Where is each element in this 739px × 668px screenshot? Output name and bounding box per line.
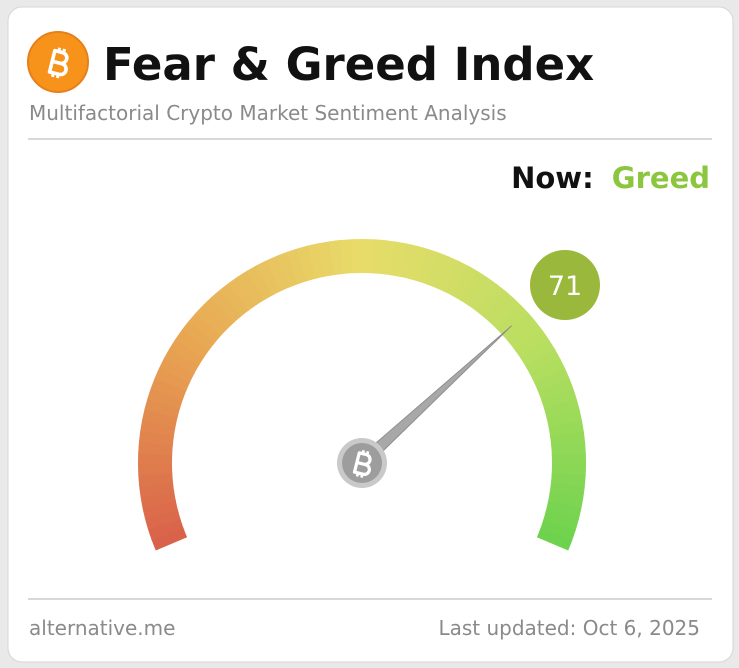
arc-segment — [536, 528, 573, 551]
arc-segment — [426, 252, 450, 289]
arc-segment — [159, 356, 195, 383]
arc-segment — [371, 239, 386, 275]
arc-segment — [380, 240, 397, 276]
gauge-arc — [137, 239, 586, 551]
arc-segment — [515, 330, 550, 360]
arc-segment — [467, 277, 498, 312]
arc-segment — [138, 440, 173, 456]
value-label: 71 — [548, 271, 582, 302]
arc-segment — [520, 339, 556, 368]
arc-segment — [296, 245, 318, 282]
arc-segment — [550, 431, 586, 448]
arc-segment — [547, 492, 584, 511]
arc-segment — [188, 311, 222, 344]
arc-segment — [459, 271, 489, 307]
arc-segment — [548, 420, 585, 438]
arc-segment — [147, 387, 184, 409]
arc-segment — [546, 409, 583, 429]
arc-segment — [163, 347, 200, 375]
arc-segment — [139, 481, 175, 498]
arc-segment — [169, 337, 205, 367]
arc-segment — [142, 500, 179, 520]
arc-segment — [307, 243, 327, 279]
arc-segment — [408, 245, 429, 282]
logo — [27, 31, 89, 93]
status-line: Now: Greed — [511, 161, 710, 195]
updated: Last updated: Oct 6, 2025 — [438, 616, 700, 640]
arc-segment — [328, 239, 345, 276]
arc-segment — [154, 366, 191, 392]
arc-segment — [443, 260, 470, 297]
arc-segment — [211, 289, 243, 323]
arc-segment — [417, 248, 440, 285]
arc-segment — [551, 442, 586, 457]
arc-segment — [434, 256, 460, 293]
arc-segment — [150, 376, 187, 401]
arc-segment — [286, 248, 309, 285]
arc-segment — [195, 303, 229, 337]
arc-segment — [549, 482, 585, 500]
source: alternative.me — [29, 616, 175, 640]
status-label: Now: — [511, 161, 594, 195]
arc-segment — [142, 408, 178, 428]
arc-segment — [525, 348, 561, 376]
arc-segment — [219, 282, 250, 317]
arc-segment — [541, 388, 578, 411]
arc-segment — [265, 255, 291, 292]
arc-segment — [489, 297, 523, 331]
arc-segment — [151, 527, 188, 551]
arc-segment — [275, 251, 300, 288]
title: Fear & Greed Index — [103, 38, 594, 91]
arc-segment — [203, 296, 236, 330]
arc-segment — [228, 276, 258, 311]
arc-segment — [175, 328, 210, 359]
arc-segment — [389, 241, 408, 277]
arc-segment — [542, 510, 579, 532]
arc-segment — [503, 313, 537, 345]
arc-segment — [339, 239, 355, 274]
arc-segment — [482, 290, 515, 324]
arc-segment — [539, 519, 576, 542]
arc-segment — [475, 283, 506, 318]
arc-segment — [399, 243, 419, 280]
arc-segment — [138, 472, 174, 487]
arc-segment — [237, 270, 266, 306]
status: Greed — [612, 161, 710, 195]
arc-segment — [550, 473, 586, 489]
arc-segment — [451, 265, 480, 302]
arc-segment — [529, 358, 566, 385]
arc-segment — [144, 509, 181, 530]
arc-segment — [246, 264, 274, 301]
arc-segment — [140, 490, 176, 509]
value-bubble — [530, 250, 600, 320]
arc-segment — [544, 399, 580, 420]
gauge: 71 — [137, 239, 600, 551]
subtitle: Multifactorial Crypto Market Sentiment A… — [29, 101, 507, 125]
arc-segment — [140, 419, 176, 437]
arc-segment — [147, 518, 184, 541]
arc-segment — [537, 378, 574, 402]
arc-segment — [181, 320, 216, 351]
arc-segment — [534, 368, 571, 393]
arc-segment — [545, 501, 582, 521]
arc-segment — [318, 241, 336, 277]
arc-segment — [509, 321, 544, 352]
arc-segment — [138, 429, 175, 446]
arc-segment — [144, 397, 181, 419]
arc-segment — [496, 305, 530, 338]
arc-segment — [255, 259, 282, 296]
